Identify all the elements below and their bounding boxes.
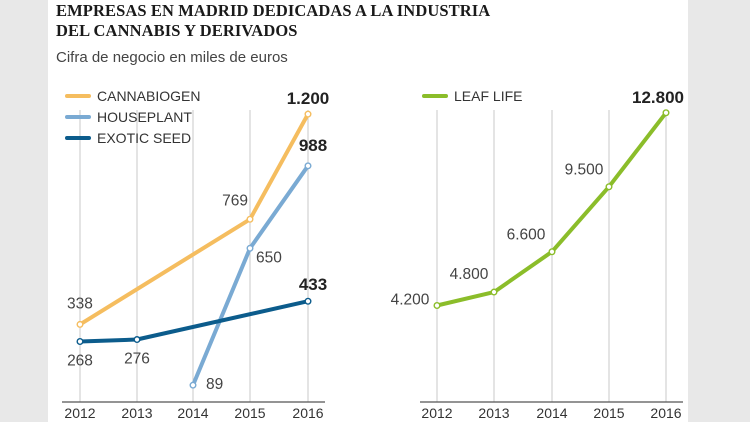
x-tick-label-0-4: 2016 (292, 405, 323, 421)
x-tick-label-0-2: 2014 (177, 405, 208, 421)
data-point-0-2-1 (133, 336, 141, 344)
data-label-1-0-3: 9.500 (565, 162, 604, 179)
chart-title-line-2: DEL CANNABIS Y DERIVADOS (56, 21, 298, 40)
data-point-1-0-0 (433, 302, 441, 310)
data-label-0-0-4: 1.200 (287, 89, 330, 108)
data-label-1-0-4: 12.800 (632, 88, 684, 107)
data-point-0-0-0 (76, 320, 84, 328)
data-label-0-1-3: 650 (256, 249, 282, 266)
data-point-0-2-0 (76, 338, 84, 346)
data-point-0-1-4 (304, 162, 312, 170)
x-tick-label-0-3: 2015 (234, 405, 265, 421)
data-label-0-1-4: 988 (299, 136, 327, 155)
x-tick-label-1-4: 2016 (650, 405, 681, 421)
data-label-0-0-3: 769 (222, 192, 248, 209)
data-label-0-2-4: 433 (299, 275, 327, 294)
legend-label-0-1: HOUSEPLANT (97, 109, 192, 125)
x-tick-label-1-0: 2012 (421, 405, 452, 421)
data-label-1-0-1: 4.800 (450, 266, 489, 283)
infographic-panel: EMPRESAS EN MADRID DEDICADAS A LA INDUST… (48, 0, 688, 422)
legend-label-1-0: LEAF LIFE (454, 88, 522, 104)
data-label-1-0-0: 4.200 (391, 292, 430, 309)
chart-subtitle: Cifra de negocio en miles de euros (56, 49, 288, 66)
chart-title: EMPRESAS EN MADRID DEDICADAS A LA INDUST… (56, 1, 490, 41)
x-tick-label-1-1: 2013 (478, 405, 509, 421)
data-point-1-0-1 (490, 288, 498, 296)
data-label-0-2-1: 276 (124, 351, 150, 368)
data-point-0-2-4 (304, 297, 312, 305)
data-point-0-1-3 (246, 244, 254, 252)
data-point-0-1-2 (189, 381, 197, 389)
x-tick-label-1-3: 2015 (593, 405, 624, 421)
data-point-1-0-4 (662, 109, 670, 117)
x-tick-label-0-1: 2013 (121, 405, 152, 421)
data-point-1-0-3 (605, 183, 613, 191)
data-point-1-0-2 (548, 248, 556, 256)
legend-label-0-0: CANNABIOGEN (97, 88, 200, 104)
data-point-0-0-4 (304, 110, 312, 118)
x-tick-label-1-2: 2014 (536, 405, 567, 421)
x-tick-label-0-0: 2012 (64, 405, 95, 421)
data-label-0-1-2: 89 (206, 376, 223, 393)
series-line-0-2 (78, 299, 310, 344)
data-point-0-0-3 (246, 215, 254, 223)
data-label-1-0-2: 6.600 (507, 227, 546, 244)
data-label-0-2-0: 268 (67, 353, 93, 370)
chart-title-line-1: EMPRESAS EN MADRID DEDICADAS A LA INDUST… (56, 1, 491, 20)
legend-label-0-2: EXOTIC SEED (97, 130, 191, 146)
data-label-0-0-0: 338 (67, 295, 93, 312)
